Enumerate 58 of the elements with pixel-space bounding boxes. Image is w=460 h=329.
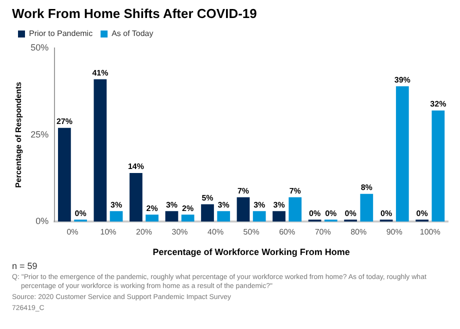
bar bbox=[201, 204, 214, 222]
data-label: 3% bbox=[166, 200, 178, 210]
x-tick-label: 60% bbox=[279, 228, 296, 237]
data-label: 8% bbox=[360, 183, 372, 192]
legend-label: As of Today bbox=[112, 29, 154, 38]
x-axis-title: Percentage of Workforce Working From Home bbox=[152, 247, 350, 258]
bar bbox=[130, 172, 142, 222]
text: n = 59 bbox=[12, 261, 38, 271]
bar bbox=[360, 194, 374, 222]
data-label: 0% bbox=[309, 208, 321, 218]
data-label: 32% bbox=[430, 100, 446, 109]
y-tick-label: 25% bbox=[30, 129, 49, 140]
legend-label: Prior to Pandemic bbox=[29, 29, 93, 38]
bar bbox=[217, 211, 230, 222]
data-label: 0% bbox=[74, 208, 86, 218]
x-tick-label: 90% bbox=[386, 228, 402, 237]
data-label: 0% bbox=[380, 208, 392, 218]
data-label: 3% bbox=[273, 200, 285, 210]
data-label: 2% bbox=[182, 204, 194, 213]
data-label: 0% bbox=[344, 208, 356, 218]
x-tick-label: 30% bbox=[172, 228, 188, 237]
bar bbox=[181, 214, 194, 222]
bar bbox=[58, 128, 71, 222]
x-tick-label: 80% bbox=[350, 228, 367, 237]
data-label: 14% bbox=[128, 162, 144, 172]
bar bbox=[94, 79, 107, 222]
data-label: 0% bbox=[325, 208, 337, 218]
y-axis-title: Percentage of Respondents bbox=[14, 81, 24, 188]
bar bbox=[252, 211, 266, 222]
data-label: 3% bbox=[218, 200, 230, 210]
x-tick-label: 40% bbox=[208, 228, 224, 237]
data-label: 41% bbox=[92, 68, 108, 78]
y-tick-label: 50% bbox=[30, 42, 49, 52]
x-tick-label: 100% bbox=[420, 228, 440, 237]
x-tick-label: 10% bbox=[100, 228, 116, 237]
data-label: 3% bbox=[254, 200, 266, 210]
bar bbox=[288, 197, 302, 222]
x-tick-label: 20% bbox=[136, 228, 152, 237]
bar bbox=[432, 110, 445, 222]
bar bbox=[272, 211, 286, 222]
data-label: 5% bbox=[202, 193, 214, 202]
x-tick-label: 0% bbox=[66, 228, 78, 237]
data-label: 39% bbox=[394, 75, 410, 84]
data-label: 7% bbox=[237, 186, 250, 196]
chart-title: Work From Home Shifts After COVID-19 bbox=[12, 6, 257, 21]
bar bbox=[110, 211, 123, 222]
bar bbox=[236, 197, 250, 222]
x-tick-label: 50% bbox=[243, 228, 260, 237]
bar bbox=[165, 211, 178, 222]
data-label: 2% bbox=[146, 204, 158, 213]
bar bbox=[146, 214, 159, 222]
data-label: 7% bbox=[289, 186, 301, 196]
data-label: 0% bbox=[416, 208, 428, 218]
data-label: 3% bbox=[110, 200, 122, 210]
y-tick-label: 0% bbox=[36, 216, 49, 226]
bar bbox=[396, 86, 409, 222]
data-label: 27% bbox=[56, 117, 72, 126]
x-tick-label: 70% bbox=[314, 228, 331, 237]
